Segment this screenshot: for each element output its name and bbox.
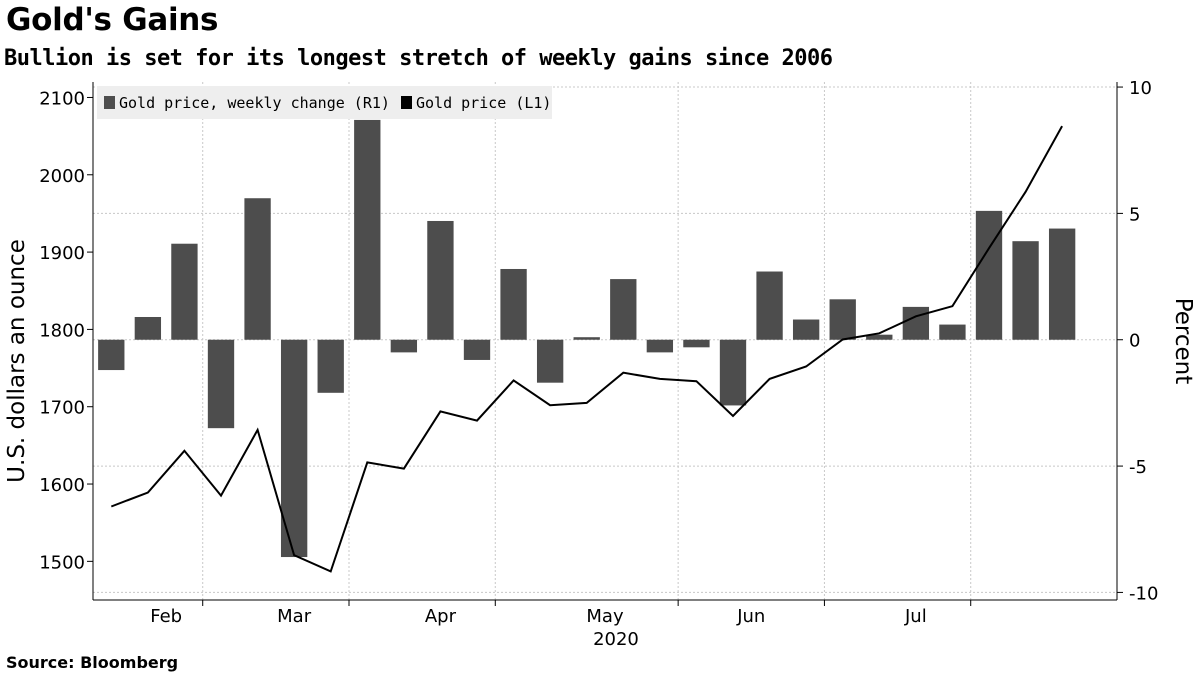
bar-week-20 <box>792 319 820 340</box>
y-left-tick-label: 1900 <box>39 243 85 264</box>
x-tick-label: Jun <box>736 606 765 627</box>
chart-subtitle: Bullion is set for its longest stretch o… <box>4 46 833 71</box>
bar-week-1 <box>98 339 125 371</box>
y-right-tick-label: 5 <box>1129 204 1140 225</box>
bar-week-17 <box>683 339 710 348</box>
gold-price-line <box>110 125 1063 573</box>
y-left-tick-label: 2000 <box>39 166 85 187</box>
bar-week-23 <box>902 306 930 340</box>
bar-week-3 <box>171 243 198 340</box>
source-note: Source: Bloomberg <box>6 653 179 672</box>
bar-series <box>98 119 1076 558</box>
x-tick-label: Mar <box>277 606 312 627</box>
bar-week-16 <box>646 339 674 353</box>
axes: 1500 1600 1700 1800 1900 2000 2100 -10 -5 0 5 10 Feb… <box>39 78 1158 627</box>
bar-week-4 <box>207 339 235 429</box>
y-left-tick-label: 1500 <box>39 552 85 573</box>
x-tick-label: Jul <box>904 606 927 627</box>
gridlines <box>93 82 1117 600</box>
legend-label-bar: Gold price, weekly change (R1) <box>119 94 390 112</box>
bar-week-8 <box>354 119 381 340</box>
y-left-tick-label: 1600 <box>39 475 85 496</box>
bar-week-19 <box>756 271 783 340</box>
legend-label-line: Gold price (L1) <box>416 94 551 112</box>
bar-week-6 <box>280 339 308 558</box>
x-tick-label: Feb <box>150 606 182 627</box>
bar-week-10 <box>427 220 454 340</box>
bar-week-7 <box>317 339 344 393</box>
x-axis-year-label: 2020 <box>593 629 639 650</box>
x-tick-label: Apr <box>425 606 457 627</box>
bar-week-12 <box>500 268 527 340</box>
y-left-tick-label: 2100 <box>39 88 85 109</box>
legend-swatch-bar <box>104 96 115 109</box>
bar-week-13 <box>536 339 564 383</box>
bar-week-5 <box>244 198 271 340</box>
y-axis-left-title: U.S. dollars an ounce <box>4 239 30 483</box>
bar-week-9 <box>390 339 418 353</box>
bar-week-24 <box>939 324 966 340</box>
x-tick-label: May <box>586 606 624 627</box>
bar-week-15 <box>610 279 637 340</box>
bar-week-2 <box>134 316 162 340</box>
bar-week-14 <box>573 337 600 340</box>
line-series <box>110 125 1063 573</box>
bar-week-11 <box>463 339 491 360</box>
bar-week-21 <box>829 299 856 340</box>
y-axis-right-title: Percent <box>1170 298 1196 385</box>
bar-week-27 <box>1048 228 1076 340</box>
y-left-tick-label: 1700 <box>39 398 85 419</box>
chart-title: Gold's Gains <box>6 2 219 38</box>
bar-week-18 <box>719 339 747 406</box>
legend-background <box>97 86 552 119</box>
bar-week-25 <box>975 210 1003 340</box>
bar-week-26 <box>1012 241 1039 340</box>
y-left-tick-label: 1800 <box>39 320 85 341</box>
y-right-tick-label: -5 <box>1129 457 1147 478</box>
legend-swatch-line <box>401 96 412 109</box>
y-right-tick-label: -10 <box>1129 583 1158 604</box>
y-right-tick-label: 0 <box>1129 331 1140 352</box>
bar-week-22 <box>866 334 893 340</box>
legend: Gold price, weekly change (R1) Gold pric… <box>97 86 552 119</box>
y-right-tick-label: 10 <box>1129 78 1152 99</box>
